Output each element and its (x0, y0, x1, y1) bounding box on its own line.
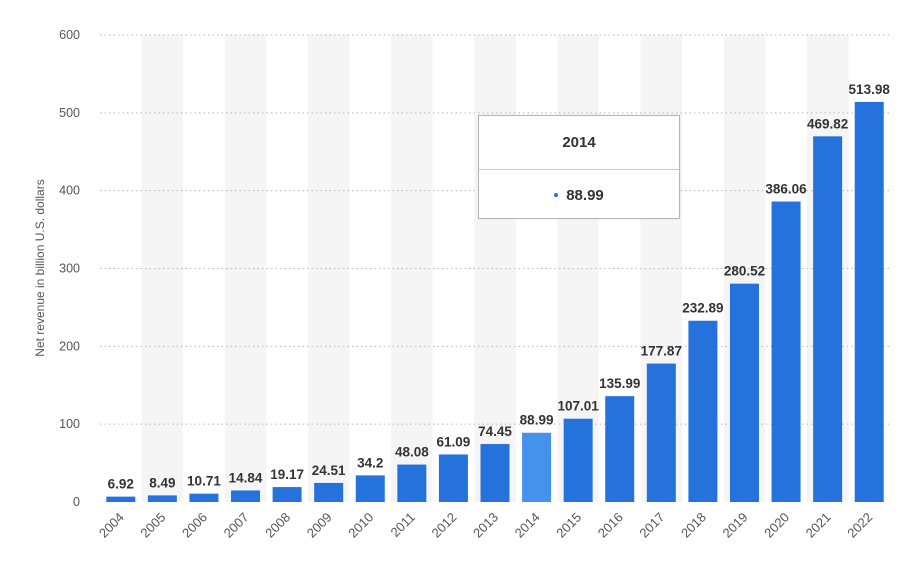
bar-2022 (854, 101, 884, 502)
tooltip-body: 88.99 (479, 170, 679, 220)
data-label: 177.87 (641, 344, 682, 359)
x-tick-label: 2009 (304, 510, 335, 541)
x-tick-label: 2004 (96, 510, 127, 541)
tooltip-title: 2014 (479, 116, 679, 170)
x-tick-label: 2007 (221, 510, 252, 541)
data-label: 34.2 (357, 455, 383, 470)
x-tick-label: 2005 (137, 510, 168, 541)
bar-2006 (189, 493, 219, 502)
bar-2014 (522, 432, 552, 502)
x-tick-label: 2006 (179, 510, 210, 541)
bar-2010 (355, 475, 385, 502)
bar-2018 (688, 320, 718, 502)
data-label: 6.92 (108, 477, 134, 492)
bar-2021 (813, 136, 843, 503)
data-label: 513.98 (849, 82, 891, 97)
x-tick-label: 2019 (720, 510, 751, 541)
y-axis-title: Net revenue in billion U.S. dollars (33, 179, 47, 356)
bar-2008 (272, 487, 302, 502)
x-tick-label: 2018 (678, 510, 709, 541)
data-label: 8.49 (149, 475, 175, 490)
background-band (307, 35, 350, 502)
data-label: 386.06 (765, 182, 807, 197)
data-label: 74.45 (478, 424, 512, 439)
bar-2005 (147, 495, 177, 502)
x-tick-label: 2021 (803, 510, 834, 541)
x-tick-label: 2014 (512, 510, 543, 541)
data-label: 61.09 (437, 434, 471, 449)
x-tick-label: 2016 (595, 510, 626, 541)
x-tick-label: 2008 (262, 510, 293, 541)
data-label: 10.71 (187, 474, 221, 489)
data-label: 469.82 (807, 116, 848, 131)
data-label: 135.99 (599, 376, 640, 391)
bar-2012 (438, 454, 468, 502)
bar-2013 (480, 444, 510, 502)
x-tick-label: 2022 (844, 510, 875, 541)
data-label: 19.17 (270, 467, 304, 482)
y-tick-label: 600 (59, 28, 80, 42)
x-tick-label: 2015 (553, 510, 584, 541)
x-tick-label: 2020 (761, 510, 792, 541)
bars (106, 101, 884, 503)
series-dot-icon (554, 193, 559, 197)
x-tick-label: 2017 (636, 510, 667, 541)
bar-2017 (646, 363, 676, 502)
y-tick-label: 100 (59, 417, 80, 431)
data-label: 48.08 (395, 445, 429, 460)
bar-2020 (771, 201, 801, 502)
bar-2015 (563, 418, 593, 502)
tooltip: 2014 88.99 (478, 115, 680, 219)
background-band (141, 35, 184, 502)
y-axis-ticks: 0 100 200 300 400 500 600 (59, 28, 80, 509)
bar-2007 (231, 490, 261, 502)
y-tick-label: 400 (59, 184, 80, 198)
y-tick-label: 300 (59, 262, 80, 276)
bar-2009 (314, 482, 344, 502)
data-label: 88.99 (520, 413, 554, 428)
bar-2011 (397, 464, 427, 502)
data-label: 107.01 (558, 399, 600, 414)
bar-2016 (605, 396, 635, 502)
x-axis-ticks: 2004 2005 2006 2007 2008 2009 2010 2011 2012 2013… (96, 510, 875, 541)
y-tick-label: 200 (59, 339, 80, 353)
y-tick-label: 0 (73, 495, 80, 509)
data-label: 14.84 (229, 470, 263, 485)
data-labels: 6.92 8.49 10.71 14.84 19.17 24.51 34.2 48.08 61.… (108, 82, 891, 492)
x-tick-label: 2013 (470, 510, 501, 541)
x-tick-label: 2012 (428, 510, 459, 541)
data-label: 280.52 (724, 264, 765, 279)
data-label: 24.51 (312, 463, 346, 478)
x-tick-label: 2011 (388, 510, 418, 540)
data-label: 232.89 (682, 301, 723, 316)
y-tick-label: 500 (59, 106, 80, 120)
x-tick-label: 2010 (345, 510, 376, 541)
tooltip-value: 88.99 (566, 186, 604, 204)
bar-2019 (729, 283, 759, 502)
bar-2004 (106, 496, 136, 502)
background-band (474, 35, 516, 502)
